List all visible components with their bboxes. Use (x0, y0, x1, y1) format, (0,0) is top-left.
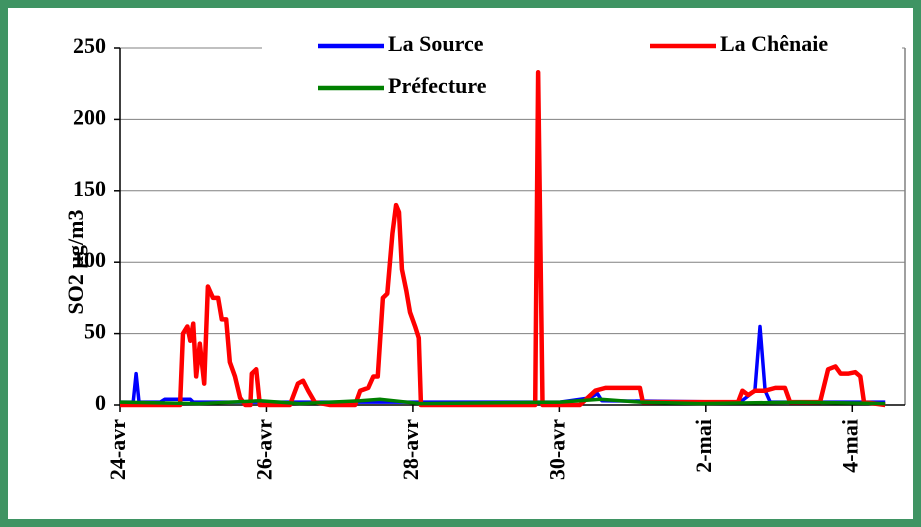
y-tick-label: 50 (84, 319, 106, 344)
legend-label: La Source (388, 31, 484, 56)
y-tick-label: 250 (73, 33, 106, 58)
x-tick-label: 2-mai (691, 419, 716, 473)
legend-label: La Chênaie (720, 31, 828, 56)
x-tick-label: 30-avr (544, 419, 569, 480)
x-tick-label: 26-avr (252, 419, 277, 480)
y-tick-label: 0 (95, 390, 106, 415)
legend-label: Préfecture (388, 73, 487, 98)
y-axis-label: SO2 µg/m3 (63, 210, 88, 315)
x-tick-label: 24-avr (105, 419, 130, 480)
x-tick-label: 28-avr (398, 419, 423, 480)
y-tick-label: 150 (73, 176, 106, 201)
series-line (120, 70, 886, 408)
series-line (119, 397, 886, 406)
y-tick-label: 200 (73, 104, 106, 129)
legend-box (262, 30, 902, 110)
x-tick-label: 4-mai (837, 419, 862, 473)
y-tick-label: 100 (73, 247, 106, 272)
